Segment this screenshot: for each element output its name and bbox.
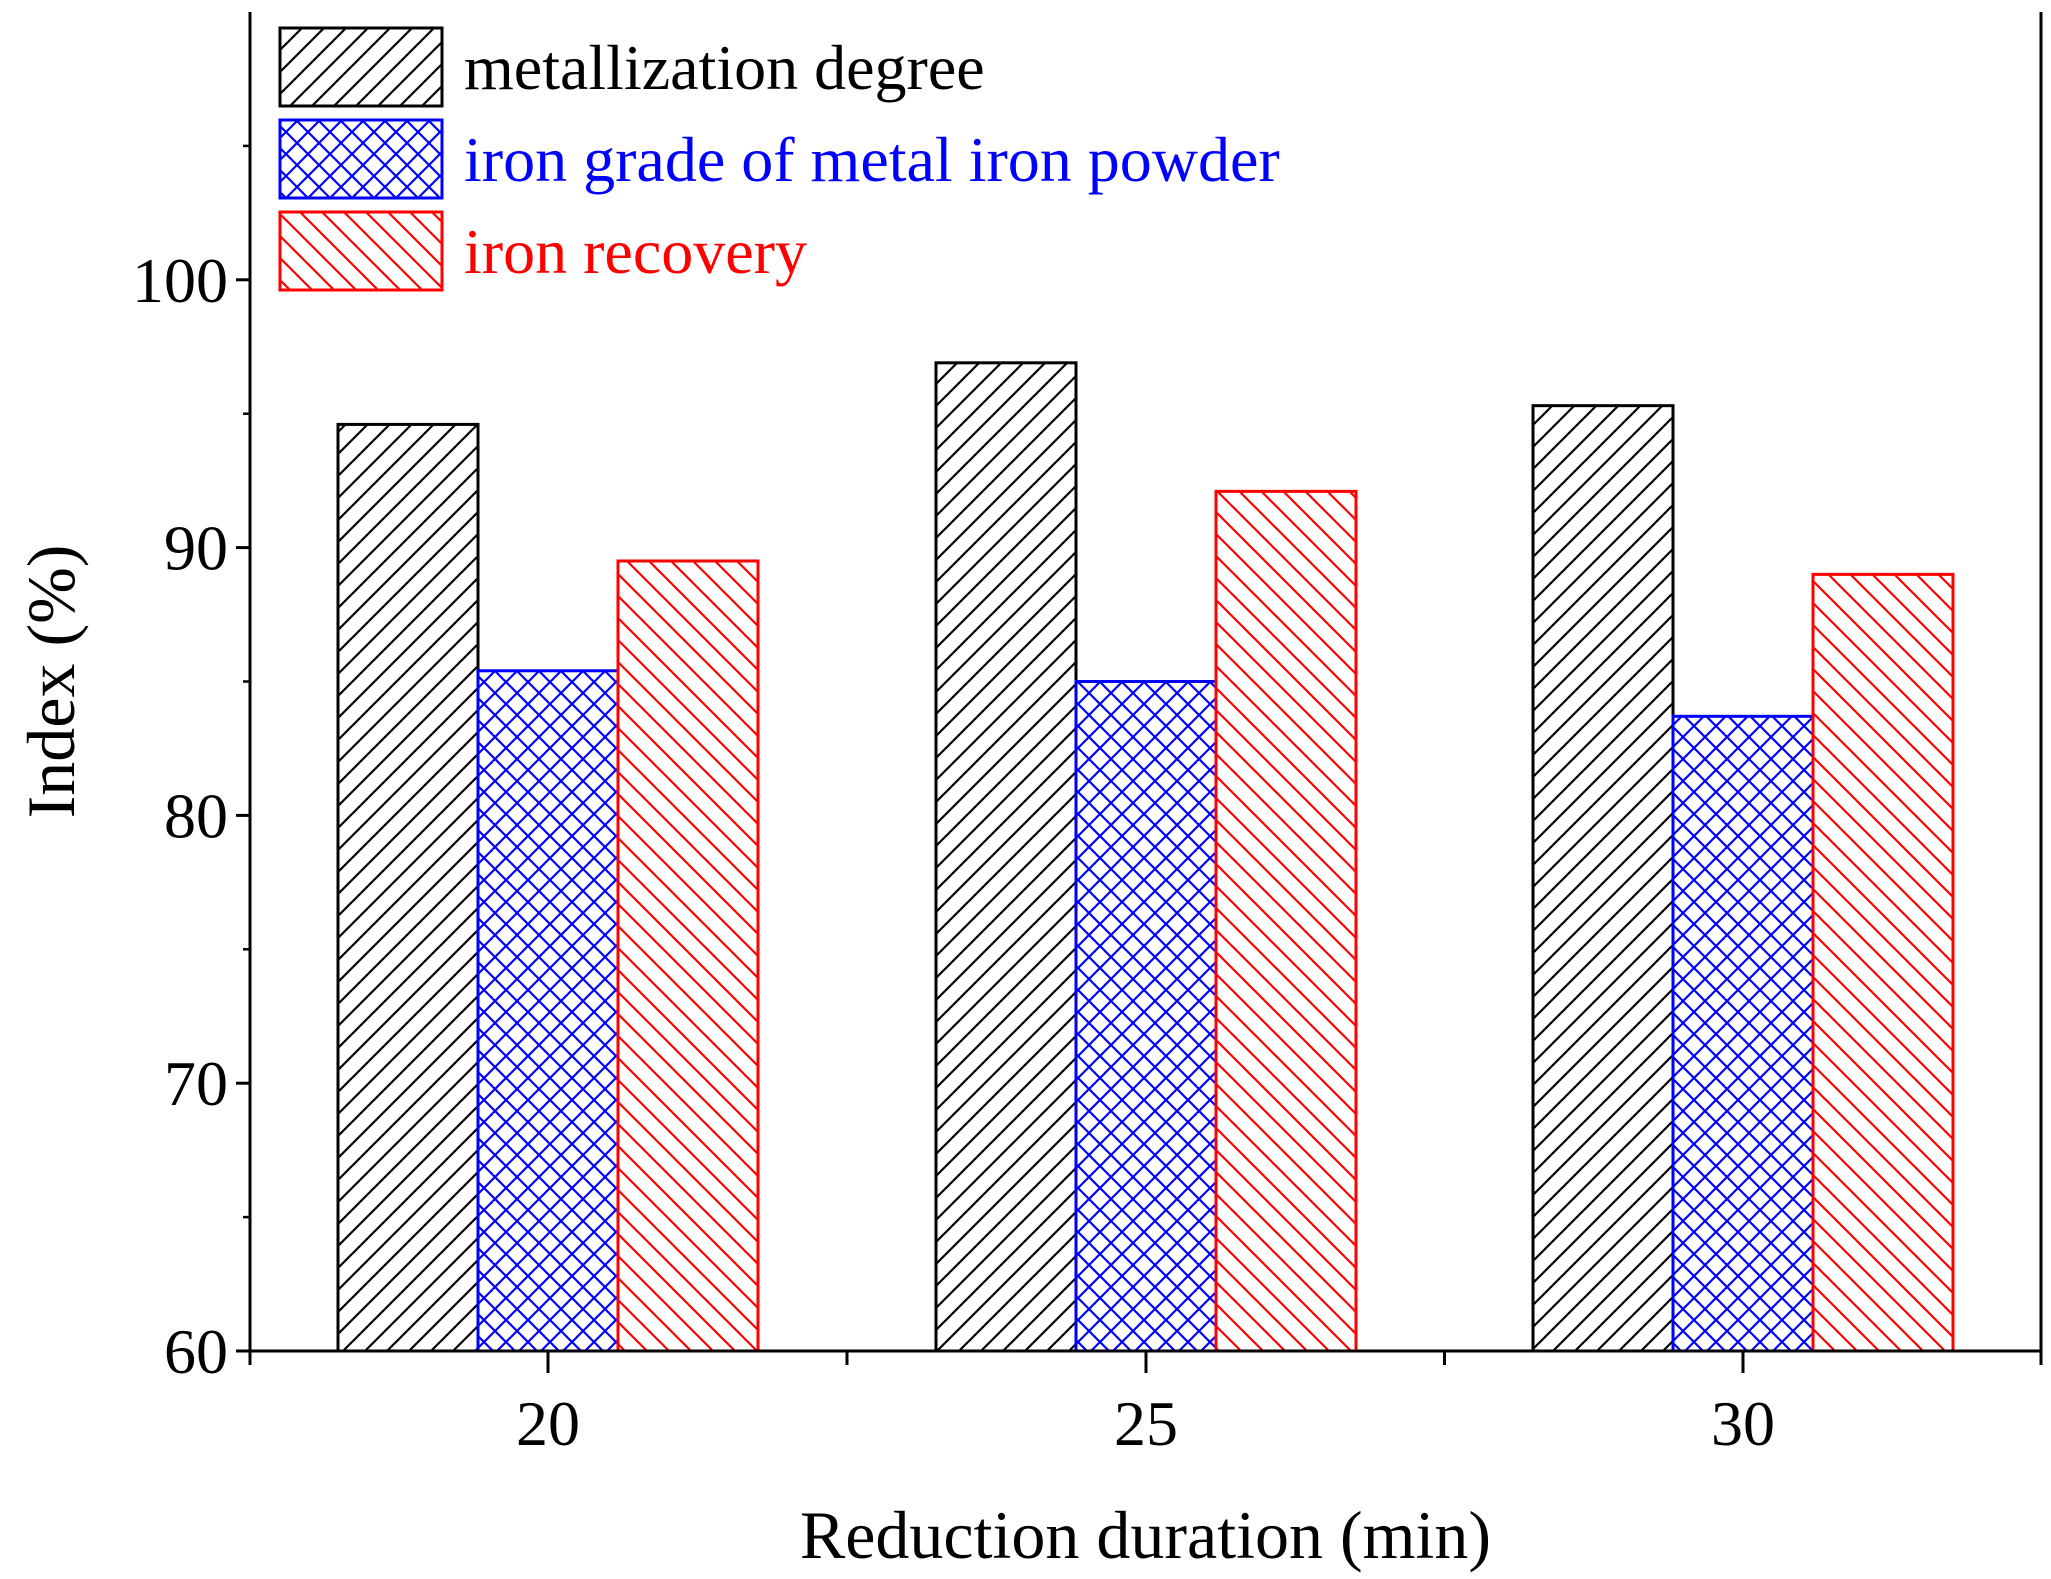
bar-iron-grade-of-metal-iron-powder-25 (1074, 680, 1218, 1353)
y-tick-label-60: 60 (164, 1316, 228, 1387)
bar-iron-recovery-25 (1214, 489, 1358, 1353)
legend-swatch-metallization-degree (278, 26, 444, 108)
y-tick-label-80: 80 (164, 780, 228, 851)
x-tick-label-30: 30 (1711, 1388, 1775, 1459)
y-tick-label-90: 90 (164, 513, 228, 584)
x-tick-label-25: 25 (1114, 1388, 1178, 1459)
bar-metallization-degree-20 (336, 422, 480, 1353)
y-tick-label-100: 100 (132, 245, 228, 316)
y-tick-label-70: 70 (164, 1048, 228, 1119)
x-axis-title: Reduction duration (min) (800, 1497, 1491, 1573)
bar-iron-recovery-30 (1811, 572, 1955, 1353)
legend-swatch-iron-recovery (278, 210, 444, 292)
legend-swatch-iron-grade-of-metal-iron-powder (278, 118, 444, 200)
legend-label-iron-grade-of-metal-iron-powder: iron grade of metal iron powder (464, 124, 1280, 195)
x-tick-label-20: 20 (516, 1388, 580, 1459)
bar-metallization-degree-25 (934, 361, 1078, 1353)
bar-metallization-degree-30 (1531, 404, 1675, 1353)
legend: metallization degree iron grade of metal … (278, 26, 1280, 292)
axes-group: 60 70 80 90 100 20 25 30 Reduction duration (min… (13, 12, 2043, 1573)
bar-iron-grade-of-metal-iron-powder-30 (1671, 714, 1815, 1353)
bars-group (336, 361, 1955, 1353)
bar-iron-recovery-20 (616, 559, 760, 1353)
bar-iron-grade-of-metal-iron-powder-20 (476, 669, 620, 1353)
y-axis-title: Index (%) (13, 545, 89, 819)
legend-label-iron-recovery: iron recovery (464, 216, 807, 287)
legend-label-metallization-degree: metallization degree (464, 32, 985, 103)
